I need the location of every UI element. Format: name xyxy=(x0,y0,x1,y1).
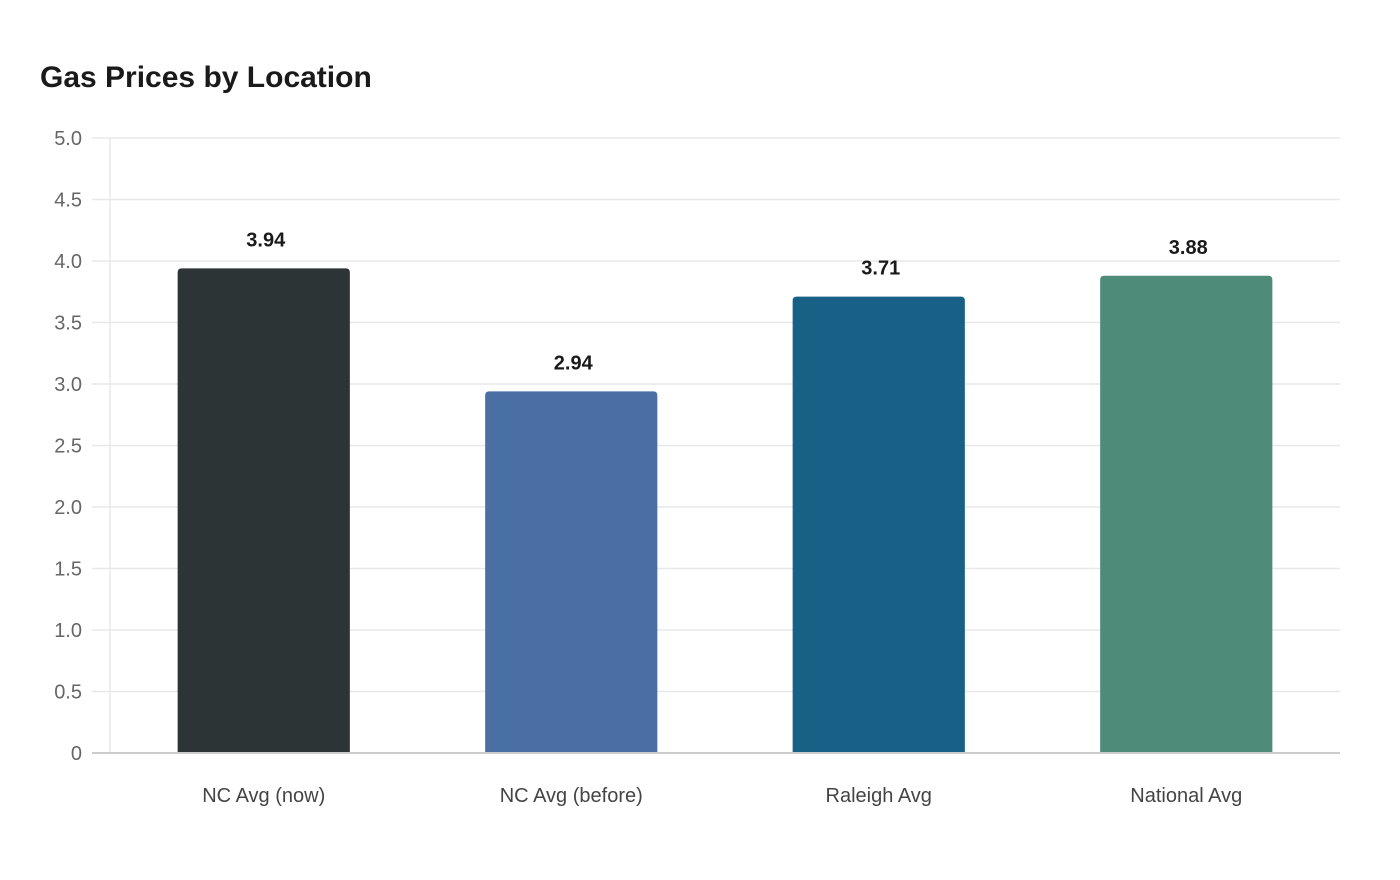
x-tick-label: NC Avg (before) xyxy=(500,785,643,807)
y-axis-ticks: 0 0.5 1.0 1.5 2.0 2.5 3.0 3.5 4.0 4.5 5.0 xyxy=(54,128,82,765)
y-tick-label: 1.0 xyxy=(54,620,82,642)
bar-value-label: 3.94 xyxy=(246,229,286,251)
bar-value-label: 3.88 xyxy=(1169,237,1208,259)
x-axis-ticks: NC Avg (now) NC Avg (before) Raleigh Avg Na… xyxy=(202,785,1242,807)
x-tick-label: Raleigh Avg xyxy=(826,785,932,807)
bar xyxy=(177,268,350,753)
y-tick-label: 2.5 xyxy=(54,436,82,458)
bar-value-label: 2.94 xyxy=(554,352,594,374)
axes xyxy=(92,138,1340,754)
y-tick-label: 0 xyxy=(71,743,82,765)
y-tick-label: 4.0 xyxy=(54,251,82,273)
y-tick-label: 0.5 xyxy=(54,682,82,704)
bar xyxy=(792,296,965,753)
chart-title: Gas Prices by Location xyxy=(40,61,372,94)
y-tick-label: 2.0 xyxy=(54,497,82,519)
bars xyxy=(177,268,1273,753)
x-tick-label: National Avg xyxy=(1130,785,1242,807)
y-tick-label: 3.0 xyxy=(54,374,82,396)
bar xyxy=(485,391,658,753)
x-tick-label: NC Avg (now) xyxy=(202,785,325,807)
y-tick-label: 5.0 xyxy=(54,128,82,150)
y-tick-label: 1.5 xyxy=(54,559,82,581)
data-labels: 3.94 2.94 3.71 3.88 xyxy=(246,229,1207,374)
y-tick-label: 4.5 xyxy=(54,190,82,212)
y-tick-label: 3.5 xyxy=(54,313,82,335)
bar-value-label: 3.71 xyxy=(861,258,900,280)
bar xyxy=(1100,275,1273,753)
